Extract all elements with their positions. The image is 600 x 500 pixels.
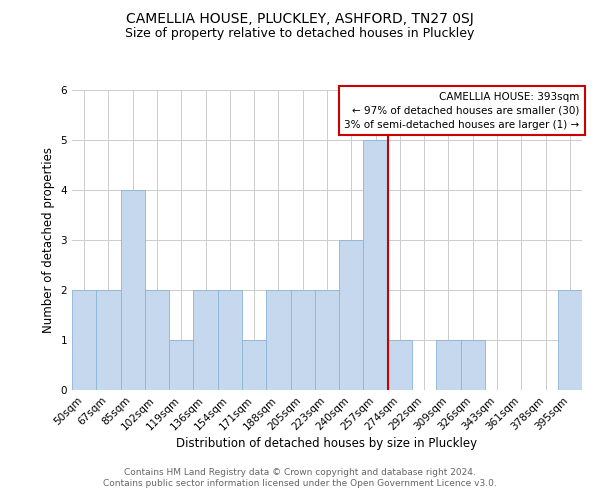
Bar: [96, 290, 121, 390]
Bar: [558, 290, 582, 390]
Bar: [72, 290, 96, 390]
Bar: [436, 340, 461, 390]
Bar: [193, 290, 218, 390]
Text: Contains HM Land Registry data © Crown copyright and database right 2024.
Contai: Contains HM Land Registry data © Crown c…: [103, 468, 497, 487]
Bar: [339, 240, 364, 390]
Text: CAMELLIA HOUSE: 393sqm
← 97% of detached houses are smaller (30)
3% of semi-deta: CAMELLIA HOUSE: 393sqm ← 97% of detached…: [344, 92, 580, 130]
Bar: [218, 290, 242, 390]
Y-axis label: Number of detached properties: Number of detached properties: [42, 147, 55, 333]
Bar: [266, 290, 290, 390]
Bar: [364, 140, 388, 390]
Bar: [121, 190, 145, 390]
Bar: [290, 290, 315, 390]
X-axis label: Distribution of detached houses by size in Pluckley: Distribution of detached houses by size …: [176, 438, 478, 450]
Bar: [461, 340, 485, 390]
Bar: [145, 290, 169, 390]
Bar: [315, 290, 339, 390]
Text: CAMELLIA HOUSE, PLUCKLEY, ASHFORD, TN27 0SJ: CAMELLIA HOUSE, PLUCKLEY, ASHFORD, TN27 …: [126, 12, 474, 26]
Bar: [242, 340, 266, 390]
Bar: [169, 340, 193, 390]
Bar: [388, 340, 412, 390]
Text: Size of property relative to detached houses in Pluckley: Size of property relative to detached ho…: [125, 28, 475, 40]
